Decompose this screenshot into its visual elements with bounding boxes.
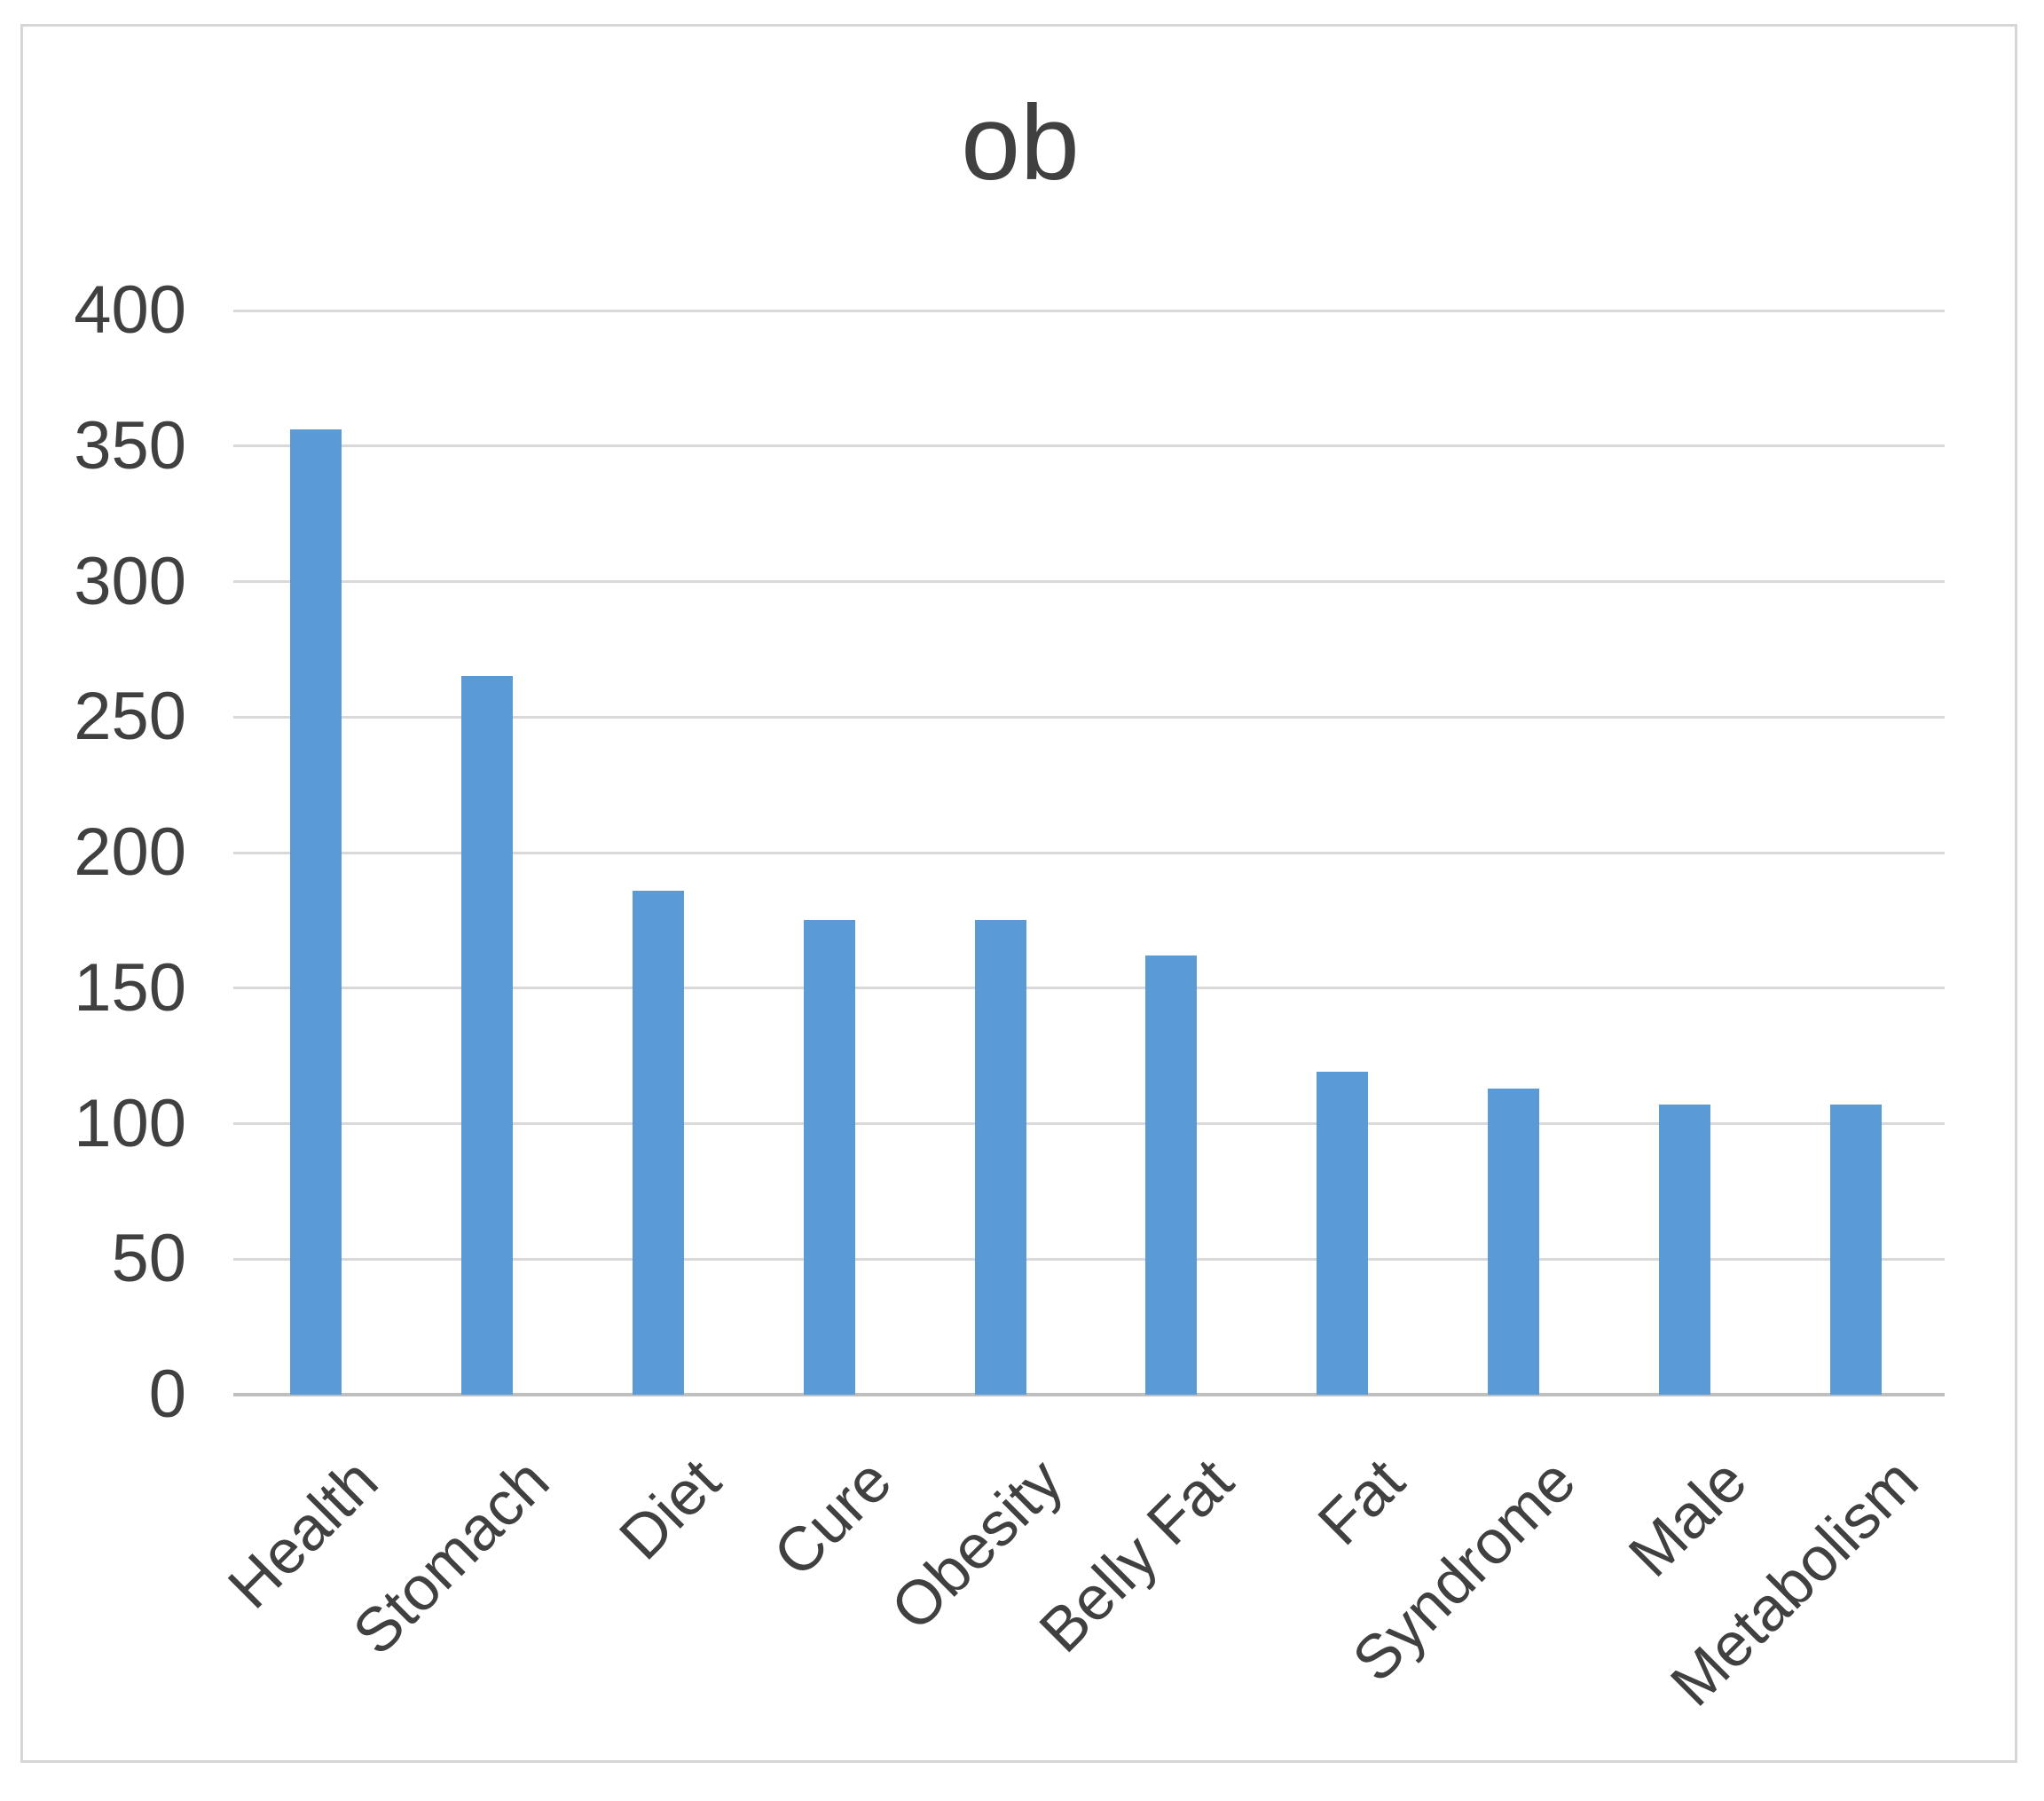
y-axis-tick-label: 350	[74, 407, 186, 484]
gridline	[233, 444, 1945, 448]
gridline	[233, 580, 1945, 583]
y-axis-tick-label: 200	[74, 814, 186, 890]
y-axis-tick-label: 100	[74, 1085, 186, 1161]
bar-diet	[632, 890, 684, 1395]
plot-area	[233, 309, 1945, 1396]
bar-stomach	[460, 676, 513, 1395]
chart-frame	[20, 24, 2017, 1763]
gridline	[233, 851, 1945, 854]
gridline	[233, 1257, 1945, 1261]
bar-fat	[1317, 1072, 1369, 1395]
y-axis-tick-label: 400	[74, 272, 186, 348]
gridline	[233, 1122, 1945, 1125]
y-axis-tick-label: 50	[111, 1221, 186, 1297]
bar-obesity	[974, 920, 1026, 1395]
gridline	[233, 715, 1945, 719]
bar-syndrome	[1488, 1088, 1540, 1395]
x-axis-line	[233, 1393, 1945, 1396]
y-axis-tick-label: 250	[74, 679, 186, 755]
y-axis-tick-label: 300	[74, 543, 186, 619]
y-axis-tick-label: 150	[74, 949, 186, 1026]
gridline	[233, 987, 1945, 990]
bar-metabolism	[1830, 1105, 1882, 1395]
gridline	[233, 309, 1945, 312]
bar-male	[1659, 1105, 1711, 1395]
bar-cure	[803, 920, 855, 1395]
y-axis-tick-label: 0	[148, 1357, 186, 1432]
bar-health	[290, 429, 342, 1395]
chart-title: ob	[961, 83, 1080, 202]
bar-belly-fat	[1145, 956, 1198, 1395]
